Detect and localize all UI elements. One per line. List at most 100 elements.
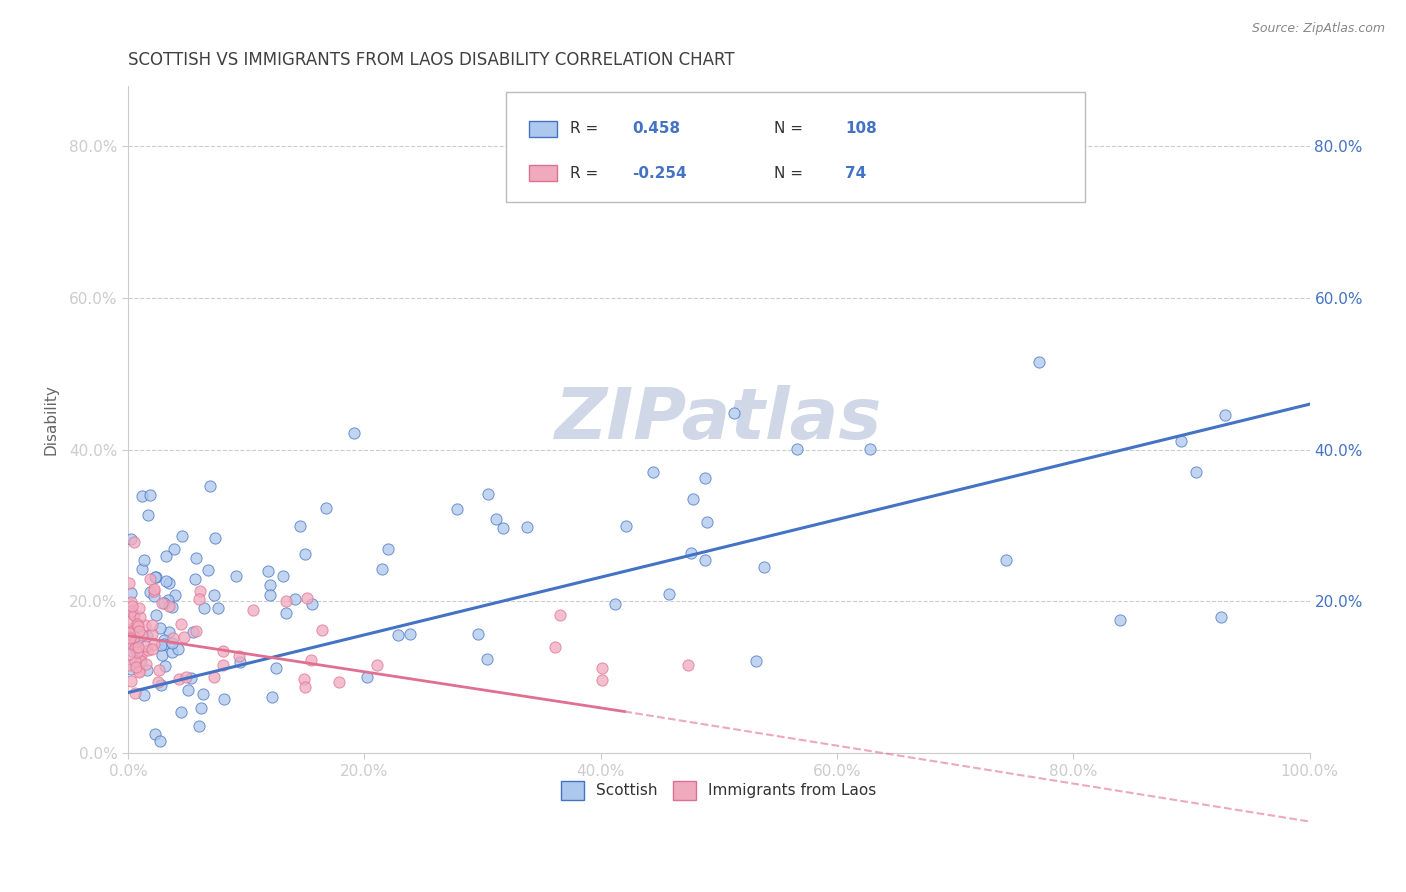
Point	[132, 553, 155, 567]
Point	[162, 631, 184, 645]
Point	[169, 672, 191, 686]
Point	[1109, 613, 1132, 627]
Point	[176, 670, 198, 684]
Point	[136, 643, 159, 657]
Point	[131, 628, 153, 642]
Point	[294, 547, 316, 561]
Text: N =: N =	[775, 121, 803, 136]
Point	[387, 628, 409, 642]
Point	[257, 564, 280, 578]
Point	[145, 608, 167, 623]
Legend: Scottish, Immigrants from Laos: Scottish, Immigrants from Laos	[555, 775, 883, 805]
Point	[543, 640, 565, 655]
Point	[591, 661, 613, 675]
Point	[120, 586, 142, 600]
Point	[187, 719, 209, 733]
Point	[157, 576, 180, 591]
Point	[264, 660, 287, 674]
Point	[165, 588, 187, 602]
Point	[131, 562, 153, 576]
Point	[228, 656, 250, 670]
Y-axis label: Disability: Disability	[44, 384, 58, 455]
FancyBboxPatch shape	[529, 120, 557, 136]
Point	[211, 644, 233, 658]
Text: R =: R =	[569, 121, 598, 136]
Point	[271, 569, 294, 583]
Point	[187, 592, 209, 607]
Point	[591, 673, 613, 688]
Point	[128, 665, 150, 679]
Point	[122, 608, 145, 623]
Point	[311, 623, 333, 637]
Point	[1028, 355, 1050, 369]
Point	[145, 570, 167, 584]
Point	[150, 596, 173, 610]
Point	[167, 642, 190, 657]
Point	[207, 600, 229, 615]
Point	[679, 546, 702, 560]
Point	[214, 692, 236, 706]
Point	[614, 519, 637, 533]
Point	[157, 599, 180, 613]
Point	[128, 664, 150, 678]
Text: Source: ZipAtlas.com: Source: ZipAtlas.com	[1251, 22, 1385, 36]
Point	[150, 648, 173, 662]
Point	[1185, 465, 1208, 479]
Point	[124, 641, 146, 656]
Point	[170, 705, 193, 719]
Point	[242, 603, 264, 617]
Point	[202, 670, 225, 684]
Point	[172, 528, 194, 542]
Point	[752, 560, 775, 574]
Point	[118, 647, 141, 661]
Point	[786, 442, 808, 456]
Point	[152, 637, 174, 651]
Point	[118, 623, 141, 637]
Point	[142, 589, 165, 603]
Point	[155, 659, 177, 673]
Point	[118, 576, 141, 591]
Text: SCOTTISH VS IMMIGRANTS FROM LAOS DISABILITY CORRELATION CHART: SCOTTISH VS IMMIGRANTS FROM LAOS DISABIL…	[128, 51, 735, 69]
Point	[160, 636, 183, 650]
Point	[120, 533, 142, 547]
FancyBboxPatch shape	[506, 92, 1085, 202]
Point	[356, 669, 378, 683]
Point	[276, 607, 298, 621]
FancyBboxPatch shape	[529, 165, 557, 181]
Point	[371, 562, 394, 576]
Point	[176, 683, 198, 698]
Point	[292, 673, 315, 687]
Point	[127, 616, 149, 631]
Point	[139, 584, 162, 599]
Point	[120, 604, 142, 618]
Point	[262, 690, 284, 704]
Point	[342, 426, 364, 441]
Point	[693, 471, 716, 485]
Point	[148, 663, 170, 677]
Point	[129, 609, 152, 624]
Point	[184, 551, 207, 566]
Point	[145, 727, 167, 741]
Point	[193, 688, 215, 702]
Point	[155, 574, 177, 588]
Point	[197, 563, 219, 577]
Point	[155, 549, 177, 563]
Point	[149, 621, 172, 635]
Point	[859, 442, 882, 457]
Point	[143, 584, 166, 599]
Point	[121, 607, 143, 621]
Point	[160, 600, 183, 615]
Point	[120, 673, 142, 688]
Point	[143, 570, 166, 584]
Point	[122, 624, 145, 639]
Point	[125, 659, 148, 673]
Text: 108: 108	[845, 121, 877, 136]
Point	[124, 686, 146, 700]
Point	[1170, 434, 1192, 448]
Point	[548, 608, 571, 623]
Point	[152, 633, 174, 648]
Point	[696, 515, 718, 529]
Point	[315, 500, 337, 515]
Point	[141, 627, 163, 641]
Point	[128, 601, 150, 615]
